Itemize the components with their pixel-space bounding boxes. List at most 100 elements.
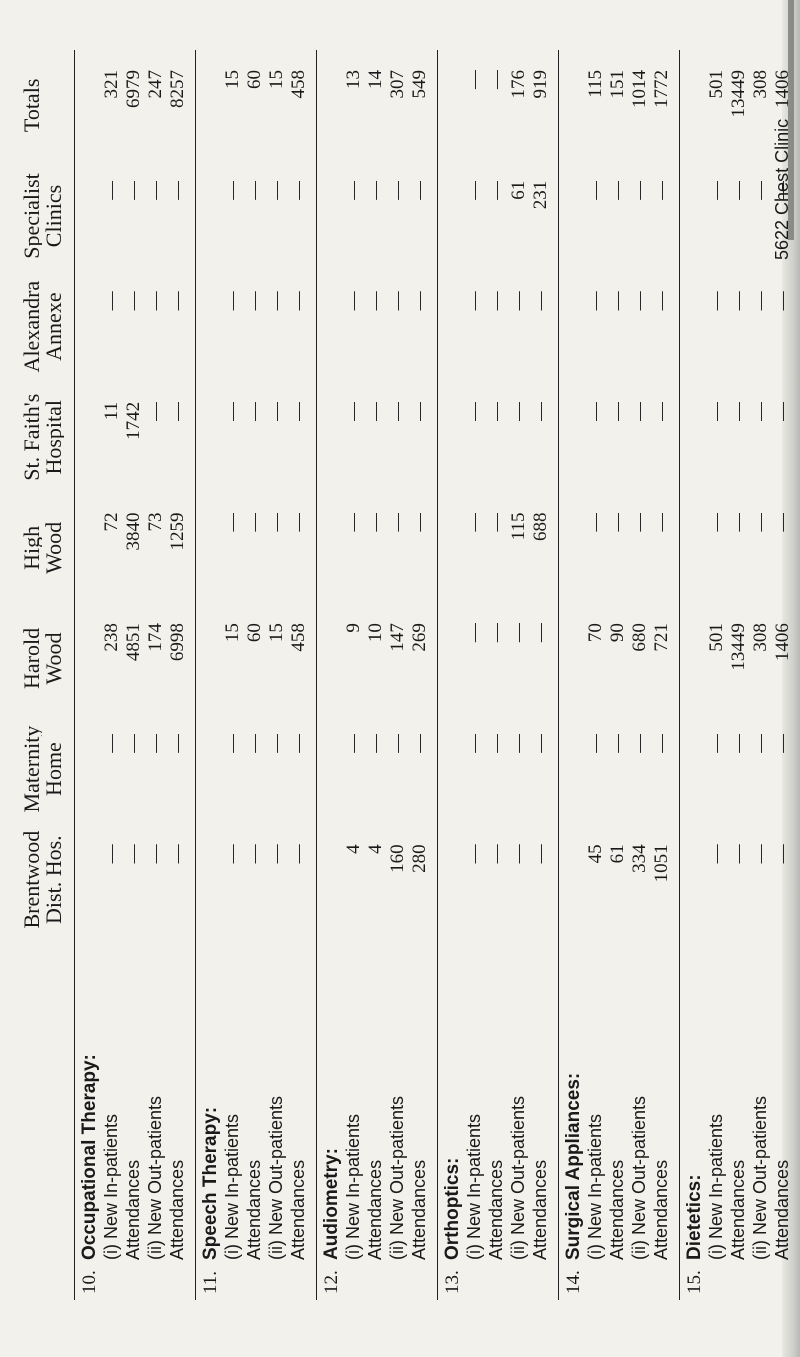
value-cell: 501	[706, 623, 727, 652]
value-column-cell: — — — —	[558, 492, 680, 604]
value-column-cell: 501 13449 308 1406	[679, 603, 800, 714]
section-heading-spacer	[321, 513, 343, 598]
section-heading-spacer	[563, 623, 585, 708]
value-cell: 61	[607, 844, 628, 864]
value-column-cell: — —176 919	[437, 50, 559, 161]
value-cell: —	[244, 401, 265, 421]
value-cell: —	[464, 70, 485, 89]
section-heading-spacer	[321, 734, 343, 819]
section-number: 15.	[684, 1270, 705, 1294]
value-cell: —	[486, 401, 507, 421]
section-number: 12.	[321, 1270, 342, 1294]
value-column-cell: — — — —	[437, 271, 559, 382]
value-cell: —	[222, 733, 243, 753]
row-label: (i) New In-patients	[585, 1113, 605, 1260]
section-heading: 10. Occupational Therapy:	[79, 941, 101, 1294]
section-heading-spacer	[79, 402, 101, 487]
value-cell: —	[728, 844, 749, 864]
value-cell: —	[750, 291, 771, 311]
section-heading-spacer	[442, 181, 464, 266]
value-column-cell: 15 60 15 458	[195, 603, 317, 714]
value-cell: —	[585, 401, 606, 421]
value-column-cell: — — — —	[195, 492, 317, 604]
section-row: 12.Audiometry: (i) New In-patients Attenda…	[316, 50, 438, 1300]
value-cell: —	[123, 180, 144, 200]
value-cell: —	[728, 401, 749, 421]
value-cell: —	[266, 844, 287, 864]
value-column-cell: — —61 231	[437, 160, 559, 272]
value-column-cell: — — — —	[679, 824, 800, 935]
section-title: Orthoptics:	[442, 1157, 463, 1260]
value-cell: —	[464, 844, 485, 864]
value-cell: —	[464, 512, 485, 532]
section-heading-spacer	[442, 513, 464, 598]
value-cell: —	[486, 291, 507, 311]
value-cell: —	[508, 733, 529, 753]
value-cell: —	[387, 180, 408, 200]
value-cell: —	[222, 401, 243, 421]
value-cell: —	[101, 291, 122, 311]
value-column-cell: — — — —	[316, 381, 438, 493]
value-cell: 60	[244, 623, 265, 643]
value-cell: —	[706, 180, 727, 200]
value-cell: —	[508, 291, 529, 311]
value-cell: —	[486, 512, 507, 532]
value-cell: —	[464, 401, 485, 421]
column-header-high-wood: High Wood	[20, 521, 64, 574]
value-cell: 308	[750, 623, 771, 652]
value-cell: —	[365, 733, 386, 753]
section-number: 14.	[563, 1270, 584, 1294]
value-column-cell: 238 4851 174 6998	[74, 603, 196, 714]
section-heading-spacer	[79, 291, 101, 376]
value-cell: —	[651, 733, 672, 753]
value-cell: —	[123, 291, 144, 311]
value-column-cell: — — — —	[558, 160, 680, 272]
value-cell: —	[288, 180, 309, 200]
value-cell: —	[530, 623, 551, 643]
value-cell: —	[706, 512, 727, 532]
row-label: (i) New In-patients	[222, 1113, 242, 1260]
value-cell: —	[629, 180, 650, 200]
value-cell: —	[464, 623, 485, 643]
value-cell: 11	[101, 401, 122, 421]
value-cell: 14	[365, 70, 386, 89]
row-label: (ii) New Out-patients	[750, 1095, 770, 1260]
value-cell: 15	[266, 70, 287, 89]
value-cell: —	[266, 401, 287, 421]
value-cell: 4851	[123, 623, 144, 662]
row-label: (i) New In-patients	[343, 1113, 363, 1260]
value-cell: —	[244, 733, 265, 753]
value-cell: 115	[508, 512, 529, 541]
value-cell: —	[486, 180, 507, 200]
section-heading-spacer	[200, 181, 222, 266]
value-cell: —	[101, 180, 122, 200]
value-cell: —	[585, 512, 606, 532]
value-cell: 45	[585, 844, 606, 864]
value-cell: —	[266, 512, 287, 532]
section-heading-spacer	[79, 513, 101, 598]
value-cell: —	[629, 291, 650, 311]
value-cell: 269	[409, 623, 430, 652]
value-column-cell: 321 6979 247 8257	[74, 50, 196, 161]
value-cell: —	[607, 512, 628, 532]
value-cell: 321	[101, 70, 122, 99]
value-cell: —	[288, 512, 309, 532]
section-label-cell: 12.Audiometry: (i) New In-patients Attenda…	[316, 934, 438, 1300]
section-heading-spacer	[79, 181, 101, 266]
value-cell: —	[409, 733, 430, 753]
section-heading-spacer	[321, 70, 343, 155]
value-cell: 13449	[728, 623, 749, 671]
value-column-cell: — — — —	[195, 713, 317, 825]
value-cell: —	[365, 512, 386, 532]
row-label: Attendances	[288, 1159, 308, 1260]
value-column-cell: 115 151 1014 1772	[558, 50, 680, 161]
value-column-cell: — — — —	[679, 271, 800, 382]
value-cell: —	[222, 512, 243, 532]
value-cell: —	[530, 844, 551, 864]
value-cell: —	[244, 291, 265, 311]
value-cell: —	[750, 512, 771, 532]
value-cell: —	[167, 401, 188, 421]
section-heading-spacer	[79, 70, 101, 155]
section-heading-spacer	[200, 291, 222, 376]
value-cell: —	[750, 401, 771, 421]
